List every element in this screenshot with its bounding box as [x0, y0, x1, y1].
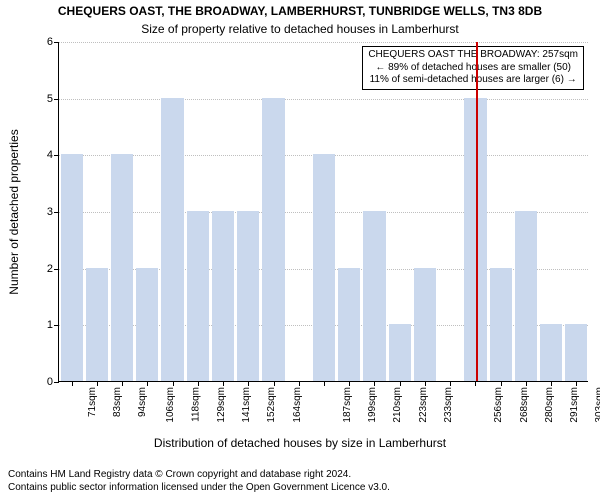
x-tick-label: 291sqm	[569, 387, 580, 423]
y-tick-label: 5	[47, 93, 53, 105]
legend-line-3: 11% of semi-detached houses are larger (…	[368, 74, 578, 87]
x-tick-mark	[349, 381, 350, 386]
x-tick-label: 223sqm	[417, 387, 428, 423]
x-tick-label: 129sqm	[216, 387, 227, 423]
x-tick-label: 268sqm	[518, 387, 529, 423]
x-tick-label: 83sqm	[112, 387, 123, 417]
bar	[313, 154, 335, 381]
bar	[389, 324, 411, 381]
footer-line-1: Contains HM Land Registry data © Crown c…	[8, 468, 390, 481]
x-tick-mark	[97, 381, 98, 386]
chart-title: CHEQUERS OAST, THE BROADWAY, LAMBERHURST…	[0, 4, 600, 18]
bar	[515, 211, 537, 381]
bar	[363, 211, 385, 381]
y-tick-mark	[54, 99, 59, 100]
y-tick-mark	[54, 42, 59, 43]
bar	[187, 211, 209, 381]
x-tick-mark	[173, 381, 174, 386]
bar	[490, 268, 512, 381]
bar	[540, 324, 562, 381]
x-tick-mark	[248, 381, 249, 386]
y-tick-mark	[54, 212, 59, 213]
x-tick-label: 106sqm	[165, 387, 176, 423]
bar	[262, 98, 284, 381]
x-tick-label: 210sqm	[392, 387, 403, 423]
y-tick-label: 3	[47, 206, 53, 218]
y-tick-label: 0	[47, 376, 53, 388]
x-tick-label: 164sqm	[291, 387, 302, 423]
y-tick-mark	[54, 269, 59, 270]
bar	[237, 211, 259, 381]
x-tick-label: 118sqm	[190, 387, 201, 422]
reference-line	[476, 42, 478, 381]
x-tick-label: 233sqm	[443, 387, 454, 423]
x-tick-mark	[425, 381, 426, 386]
y-tick-mark	[54, 325, 59, 326]
x-tick-mark	[223, 381, 224, 386]
legend-line-1: CHEQUERS OAST THE BROADWAY: 257sqm	[368, 49, 578, 62]
x-tick-mark	[147, 381, 148, 386]
y-tick-mark	[54, 382, 59, 383]
x-tick-label: 280sqm	[544, 387, 555, 423]
y-tick-label: 6	[47, 36, 53, 48]
bar	[212, 211, 234, 381]
legend-box: CHEQUERS OAST THE BROADWAY: 257sqm ← 89%…	[362, 46, 584, 90]
bar	[161, 98, 183, 381]
bar	[136, 268, 158, 381]
legend-line-2: ← 89% of detached houses are smaller (50…	[368, 62, 578, 75]
x-tick-mark	[198, 381, 199, 386]
bar	[111, 154, 133, 381]
gridline	[59, 99, 588, 100]
x-tick-mark	[551, 381, 552, 386]
x-tick-mark	[374, 381, 375, 386]
x-tick-mark	[475, 381, 476, 386]
x-tick-mark	[324, 381, 325, 386]
bar	[565, 324, 587, 381]
x-axis-label: Distribution of detached houses by size …	[0, 436, 600, 450]
x-tick-mark	[576, 381, 577, 386]
x-tick-label: 141sqm	[241, 387, 252, 423]
x-tick-mark	[450, 381, 451, 386]
x-tick-mark	[501, 381, 502, 386]
bar	[414, 268, 436, 381]
x-tick-label: 187sqm	[342, 387, 353, 423]
bar	[86, 268, 108, 381]
x-tick-label: 94sqm	[137, 387, 148, 417]
footer-line-2: Contains public sector information licen…	[8, 481, 390, 494]
x-tick-label: 152sqm	[266, 387, 277, 423]
x-tick-label: 303sqm	[594, 387, 600, 423]
x-tick-mark	[274, 381, 275, 386]
x-tick-label: 199sqm	[367, 387, 378, 423]
y-tick-label: 4	[47, 149, 53, 161]
y-tick-label: 1	[47, 319, 53, 331]
x-tick-label: 71sqm	[87, 387, 98, 417]
chart-subtitle: Size of property relative to detached ho…	[0, 22, 600, 36]
footer-attribution: Contains HM Land Registry data © Crown c…	[8, 468, 390, 494]
x-tick-mark	[122, 381, 123, 386]
x-tick-mark	[526, 381, 527, 386]
y-tick-mark	[54, 155, 59, 156]
y-axis-label: Number of detached properties	[7, 129, 21, 294]
bar	[338, 268, 360, 381]
y-tick-label: 2	[47, 263, 53, 275]
gridline	[59, 42, 588, 43]
x-tick-mark	[72, 381, 73, 386]
x-tick-mark	[299, 381, 300, 386]
plot-area: CHEQUERS OAST THE BROADWAY: 257sqm ← 89%…	[58, 42, 588, 382]
x-tick-label: 256sqm	[493, 387, 504, 423]
x-tick-mark	[400, 381, 401, 386]
bar	[61, 154, 83, 381]
